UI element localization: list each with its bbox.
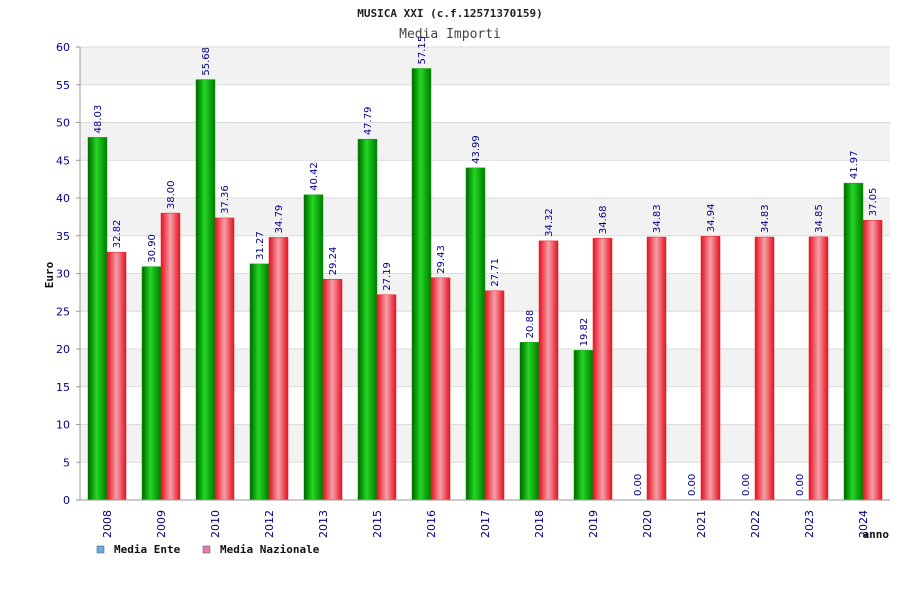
value-labels: 48.03 32.82 30.90 38.00 55.68 37.36 31.27 34.79… bbox=[93, 36, 879, 496]
bar-media-nazionale bbox=[862, 220, 883, 501]
value-label: 34.83 bbox=[760, 204, 771, 233]
bar-media-nazionale bbox=[430, 277, 451, 501]
bar-media-ente bbox=[249, 263, 270, 501]
legend: Media Ente Media Nazionale bbox=[96, 543, 320, 556]
value-label: 0.00 bbox=[687, 474, 698, 496]
value-label: 0.00 bbox=[633, 474, 644, 496]
x-tick-label: 2017 bbox=[479, 510, 492, 538]
value-label: 34.68 bbox=[598, 206, 609, 235]
x-tick-label: 2015 bbox=[371, 510, 384, 538]
y-tick-label: 15 bbox=[56, 381, 70, 394]
y-tick-label: 0 bbox=[63, 494, 70, 507]
value-label: 37.36 bbox=[220, 185, 231, 214]
value-label: 47.79 bbox=[363, 107, 374, 136]
legend-label-media-ente: Media Ente bbox=[114, 543, 181, 556]
legend-swatch-media-nazionale bbox=[202, 545, 211, 554]
y-tick-label: 30 bbox=[56, 268, 70, 281]
x-tick-label: 2013 bbox=[317, 510, 330, 538]
value-label: 29.43 bbox=[436, 245, 447, 274]
y-tick-label: 25 bbox=[56, 305, 70, 318]
x-axis-ticks: 2008 2009 2010 2012 2013 2015 2016 2017 2018 2019… bbox=[101, 510, 870, 538]
chart-subtitle: Media Importi bbox=[399, 27, 501, 42]
bar-media-ente bbox=[519, 342, 540, 501]
value-label: 29.24 bbox=[328, 247, 339, 276]
x-tick-label: 2008 bbox=[101, 510, 114, 538]
value-label: 30.90 bbox=[147, 234, 158, 263]
bar-media-ente bbox=[195, 79, 216, 501]
value-label: 0.00 bbox=[741, 474, 752, 496]
value-label: 37.05 bbox=[868, 188, 879, 217]
x-axis-label: anno bbox=[863, 528, 890, 541]
bar-media-nazionale bbox=[268, 237, 289, 501]
y-tick-label: 45 bbox=[56, 154, 70, 167]
bar-media-nazionale bbox=[214, 217, 235, 501]
bar-media-nazionale bbox=[322, 278, 343, 501]
bar-media-ente bbox=[465, 167, 486, 501]
x-tick-label: 2010 bbox=[209, 510, 222, 538]
value-label: 19.82 bbox=[579, 318, 590, 347]
value-label: 34.32 bbox=[544, 208, 555, 237]
value-label: 34.79 bbox=[274, 205, 285, 234]
bar-media-nazionale bbox=[646, 236, 667, 501]
value-label: 41.97 bbox=[849, 150, 860, 179]
y-tick-label: 55 bbox=[56, 79, 70, 92]
y-tick-label: 35 bbox=[56, 230, 70, 243]
y-axis-label: Euro bbox=[43, 261, 56, 288]
y-tick-label: 40 bbox=[56, 192, 70, 205]
x-tick-label: 2016 bbox=[425, 510, 438, 538]
x-tick-label: 2012 bbox=[263, 510, 276, 538]
value-label: 31.27 bbox=[255, 231, 266, 260]
value-label: 34.94 bbox=[706, 204, 717, 233]
x-tick-label: 2024 bbox=[857, 510, 870, 538]
bar-media-nazionale bbox=[484, 290, 505, 501]
y-tick-label: 50 bbox=[56, 117, 70, 130]
bar-media-ente bbox=[573, 350, 594, 501]
bar-media-nazionale bbox=[808, 236, 829, 501]
bar-media-ente bbox=[843, 182, 864, 501]
y-tick-label: 60 bbox=[56, 41, 70, 54]
x-tick-label: 2023 bbox=[803, 510, 816, 538]
x-tick-label: 2018 bbox=[533, 510, 546, 538]
y-tick-label: 5 bbox=[63, 456, 70, 469]
bar-media-ente bbox=[87, 137, 108, 501]
value-label: 34.85 bbox=[814, 204, 825, 233]
grid-band bbox=[80, 47, 890, 85]
bar-media-ente bbox=[357, 138, 378, 501]
value-label: 57.15 bbox=[417, 36, 428, 65]
bar-media-nazionale bbox=[160, 212, 181, 501]
bars bbox=[87, 68, 883, 501]
value-label: 0.00 bbox=[795, 474, 806, 496]
legend-swatch-media-ente bbox=[96, 545, 105, 554]
bar-media-nazionale bbox=[592, 237, 613, 501]
value-label: 55.68 bbox=[201, 47, 212, 76]
y-tick-label: 10 bbox=[56, 419, 70, 432]
value-label: 34.83 bbox=[652, 204, 663, 233]
bar-media-nazionale bbox=[376, 294, 397, 501]
y-tick-label: 20 bbox=[56, 343, 70, 356]
value-label: 27.71 bbox=[490, 258, 501, 287]
y-axis-ticks: 0 5 10 15 20 25 30 35 40 45 50 55 60 bbox=[56, 41, 80, 507]
value-label: 20.88 bbox=[525, 310, 536, 339]
value-label: 43.99 bbox=[471, 135, 482, 164]
x-tick-label: 2020 bbox=[641, 510, 654, 538]
bar-media-nazionale bbox=[700, 235, 721, 501]
x-tick-label: 2009 bbox=[155, 510, 168, 538]
bar-media-ente bbox=[303, 194, 324, 501]
chart-title: MUSICA XXI (c.f.12571370159) bbox=[357, 7, 542, 20]
x-tick-label: 2019 bbox=[587, 510, 600, 538]
value-label: 38.00 bbox=[166, 180, 177, 209]
bar-media-ente bbox=[141, 266, 162, 501]
bar-media-ente bbox=[411, 68, 432, 501]
x-tick-label: 2022 bbox=[749, 510, 762, 538]
bar-media-nazionale bbox=[754, 236, 775, 501]
value-label: 32.82 bbox=[112, 220, 123, 249]
value-label: 27.19 bbox=[382, 262, 393, 291]
legend-label-media-nazionale: Media Nazionale bbox=[220, 543, 320, 556]
value-label: 48.03 bbox=[93, 105, 104, 134]
value-label: 40.42 bbox=[309, 162, 320, 191]
x-tick-label: 2021 bbox=[695, 510, 708, 538]
bar-media-nazionale bbox=[538, 240, 559, 501]
bar-media-nazionale bbox=[106, 251, 127, 501]
